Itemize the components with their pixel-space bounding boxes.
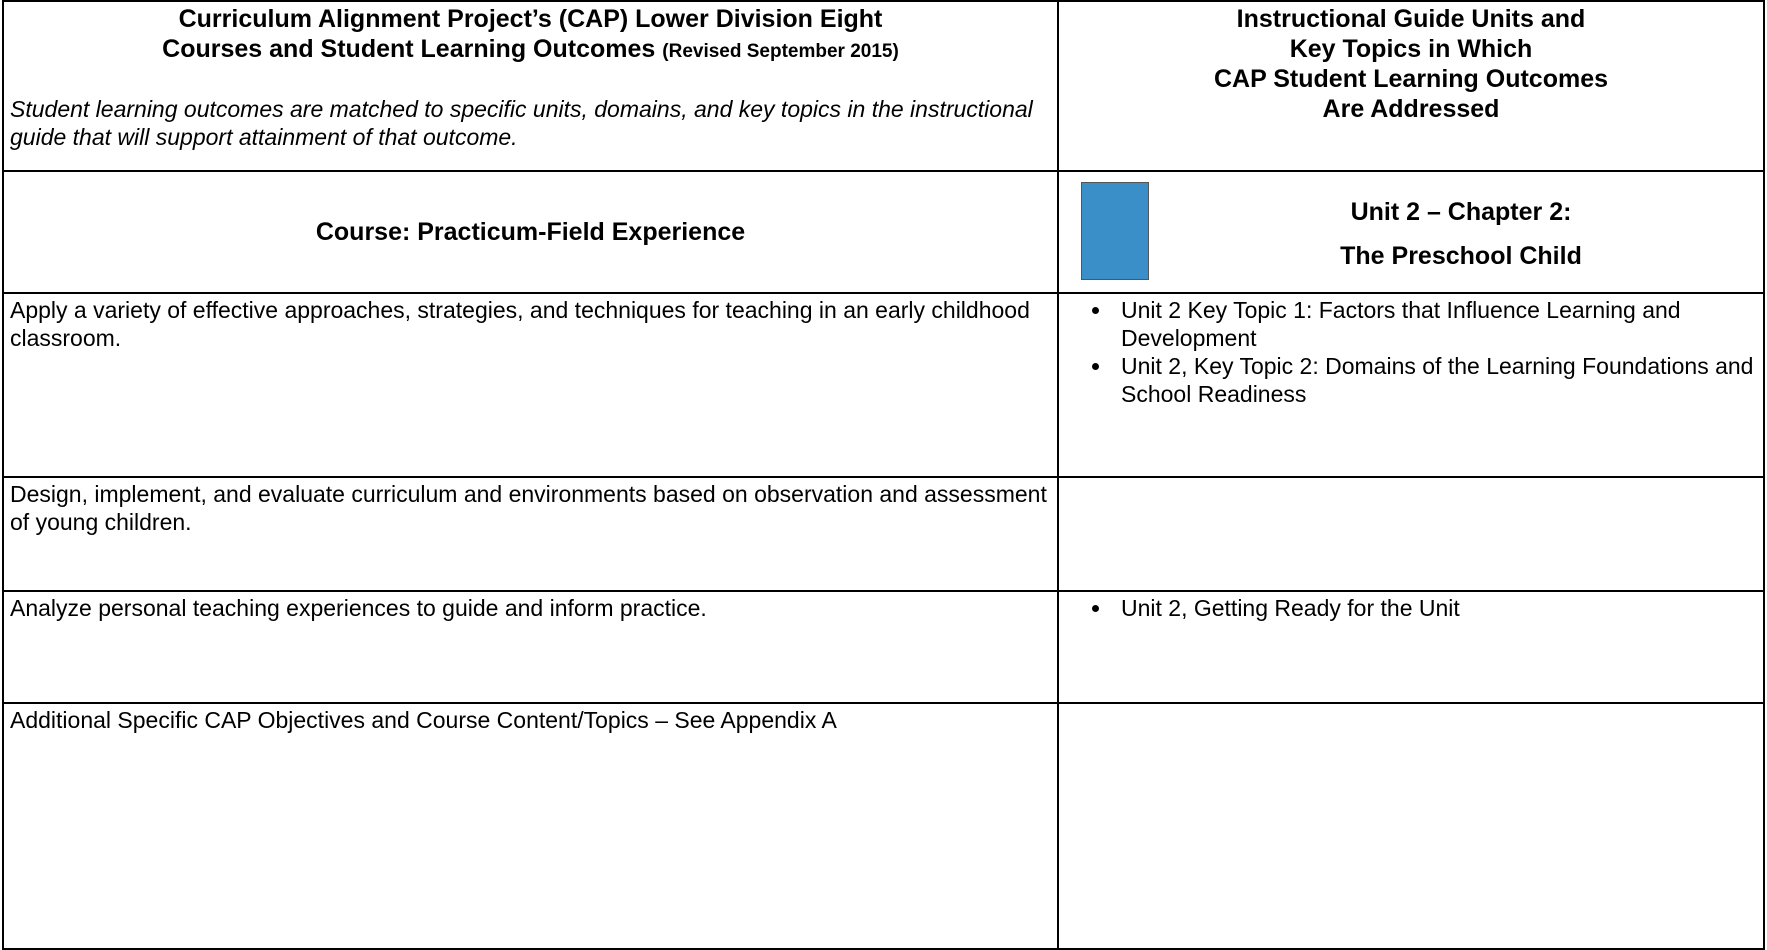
row: Additional Specific CAP Objectives and C… (2, 702, 1765, 950)
row: Apply a variety of effective approaches,… (2, 292, 1765, 478)
unit-cell: Unit 2 – Chapter 2: The Preschool Child (1057, 170, 1765, 294)
right-title-line: Key Topics in Which (1289, 35, 1533, 63)
row: Analyze personal teaching experiences to… (2, 590, 1765, 704)
topic: Unit 2 Key Topic 1: Factors that Influen… (1113, 296, 1757, 352)
outcome: Design, implement, and evaluate curricul… (2, 476, 1059, 592)
topic: Unit 2, Key Topic 2: Domains of the Lear… (1113, 352, 1757, 408)
outcome: Additional Specific CAP Objectives and C… (2, 702, 1059, 950)
note: Student learning outcomes are matched to… (10, 96, 1033, 150)
topic: Unit 2, Getting Ready for the Unit (1113, 594, 1757, 622)
title: Curriculum Alignment Project’s (CAP) Low… (10, 4, 1051, 67)
topic-list: Unit 2 Key Topic 1: Factors that Influen… (1065, 296, 1757, 408)
unit-line: Unit 2 – Chapter 2: (1350, 198, 1572, 226)
header-right: Instructional Guide Units and Key Topics … (1057, 0, 1765, 172)
right-title-line: Are Addressed (1322, 95, 1500, 123)
unit-line: The Preschool Child (1340, 242, 1582, 270)
unit-title: Unit 2 – Chapter 2: The Preschool Child (1159, 190, 1763, 278)
course-label: Course: Practicum-Field Experience (2, 170, 1059, 294)
title-line: Courses and Student Learning Outcomes (162, 35, 656, 63)
revised: (Revised September 2015) (662, 41, 899, 62)
right-title-line: Instructional Guide Units and (1236, 5, 1586, 33)
topics: Unit 2, Getting Ready for the Unit (1057, 590, 1765, 704)
book-cover (1081, 182, 1149, 280)
right-title-line: CAP Student Learning Outcomes (1213, 65, 1609, 93)
title-line: Curriculum Alignment Project’s (CAP) Low… (178, 5, 883, 33)
row: Design, implement, and evaluate curricul… (2, 476, 1765, 592)
topics (1057, 702, 1765, 950)
topic-list: Unit 2, Getting Ready for the Unit (1065, 594, 1757, 622)
topics (1057, 476, 1765, 592)
topics: Unit 2 Key Topic 1: Factors that Influen… (1057, 292, 1765, 478)
header-left: Curriculum Alignment Project’s (CAP) Low… (2, 0, 1059, 172)
outcome: Analyze personal teaching experiences to… (2, 590, 1059, 704)
outcome: Apply a variety of effective approaches,… (2, 292, 1059, 478)
